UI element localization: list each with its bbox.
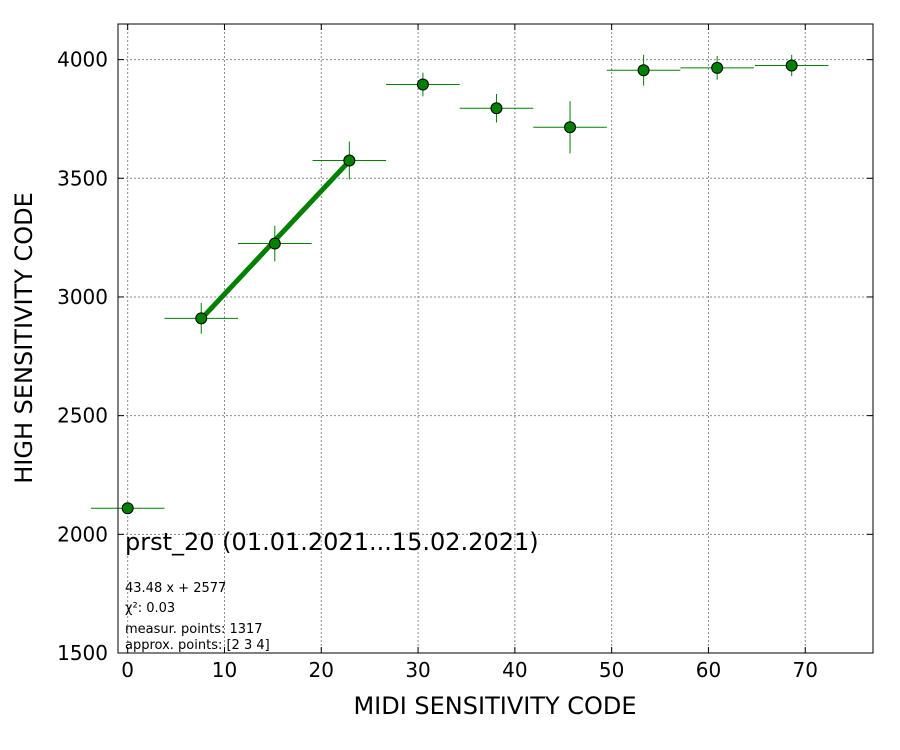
plot-frame [117, 23, 874, 654]
error-bars [90, 54, 829, 509]
data-point [268, 237, 281, 250]
x-tick-label: 0 [121, 658, 134, 682]
fit-equation: 43.48 x + 2577 [125, 581, 226, 596]
measurement-points: measur. points: 1317 [125, 622, 263, 637]
data-point [564, 121, 577, 134]
data-point [490, 102, 503, 115]
axis-ticks: 0 10 20 30 40 50 60 70 1500 2000 2500 3000 3500 4000 [57, 24, 873, 682]
x-tick-label: 30 [405, 658, 430, 682]
x-tick-label: 70 [793, 658, 818, 682]
y-axis-label: HIGH SENSITIVITY CODE [10, 192, 38, 484]
y-tick-label: 2000 [57, 522, 108, 546]
x-tick-label: 50 [599, 658, 624, 682]
x-tick-label: 20 [309, 658, 334, 682]
chart-title: prst_20 (01.01.2021...15.02.2021) [125, 528, 539, 556]
data-point [785, 59, 798, 72]
data-points [121, 59, 798, 515]
data-point [637, 64, 650, 77]
data-point [711, 61, 724, 74]
y-tick-label: 3000 [57, 285, 108, 309]
x-tick-label: 40 [502, 658, 527, 682]
y-tick-label: 3500 [57, 166, 108, 190]
x-tick-label: 10 [212, 658, 237, 682]
grid [118, 24, 873, 654]
y-tick-label: 2500 [57, 404, 108, 428]
x-tick-label: 60 [696, 658, 721, 682]
y-tick-label: 1500 [57, 641, 108, 665]
chi-square: χ²: 0.03 [125, 601, 175, 616]
y-tick-label: 4000 [57, 48, 108, 72]
data-point [195, 312, 208, 325]
x-axis-label: MIDI SENSITIVITY CODE [353, 692, 636, 720]
data-point [343, 154, 356, 167]
data-point [121, 502, 134, 515]
approx-points: approx. points: [2 3 4] [125, 638, 270, 653]
data-point [416, 78, 429, 91]
